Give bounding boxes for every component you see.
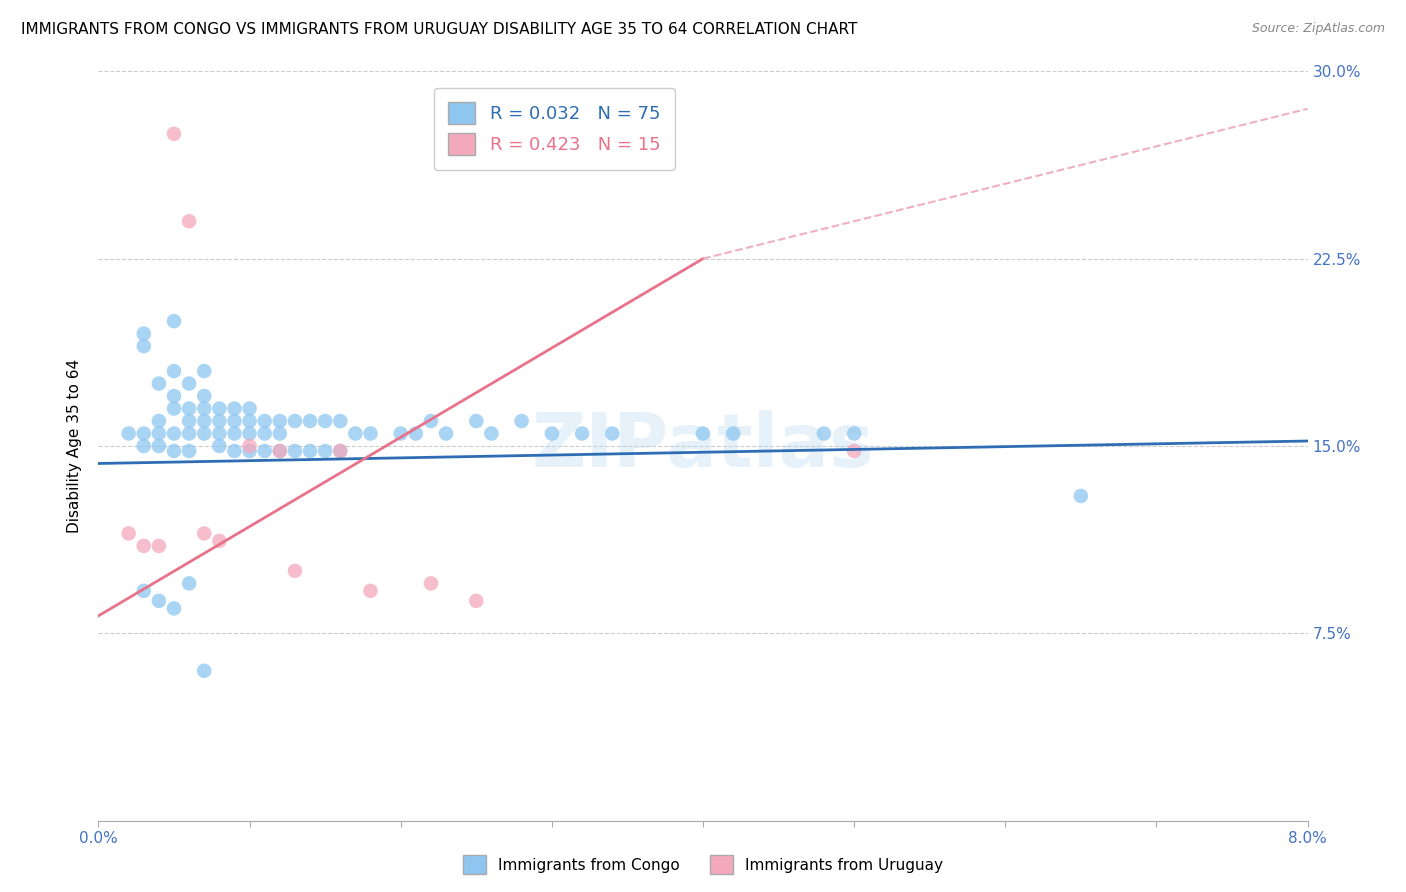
Point (602, 426, 624, 441)
Point (148, 376, 170, 391)
Point (193, 389, 215, 403)
Point (405, 426, 427, 441)
Point (148, 439, 170, 453)
Point (299, 414, 322, 428)
Point (179, 426, 201, 441)
Point (1070, 489, 1092, 503)
Point (344, 426, 367, 441)
Point (434, 426, 457, 441)
Point (224, 426, 246, 441)
Point (148, 539, 170, 553)
Point (118, 426, 141, 441)
Point (179, 376, 201, 391)
Point (208, 414, 231, 428)
Point (224, 401, 246, 416)
Point (163, 601, 186, 615)
Point (284, 444, 307, 458)
Point (193, 426, 215, 441)
Point (179, 444, 201, 458)
Point (284, 414, 307, 428)
Point (360, 583, 382, 598)
Point (269, 426, 291, 441)
Point (329, 444, 352, 458)
Point (179, 414, 201, 428)
Point (224, 414, 246, 428)
Point (163, 444, 186, 458)
Point (540, 426, 562, 441)
Point (284, 564, 307, 578)
Text: Source: ZipAtlas.com: Source: ZipAtlas.com (1251, 22, 1385, 36)
Point (163, 127, 186, 141)
Point (239, 414, 262, 428)
Point (193, 414, 215, 428)
Point (239, 401, 262, 416)
Point (193, 664, 215, 678)
Point (510, 414, 533, 428)
Point (571, 426, 593, 441)
Point (465, 414, 488, 428)
Point (208, 533, 231, 548)
Point (163, 389, 186, 403)
Point (420, 576, 443, 591)
Point (239, 439, 262, 453)
Point (148, 594, 170, 608)
Point (269, 444, 291, 458)
Point (179, 576, 201, 591)
Point (179, 214, 201, 228)
Point (844, 444, 866, 458)
Point (208, 426, 231, 441)
Point (253, 444, 276, 458)
Point (813, 426, 835, 441)
Point (132, 339, 155, 353)
Point (253, 426, 276, 441)
Point (329, 444, 352, 458)
Point (193, 401, 215, 416)
Point (314, 414, 336, 428)
Point (148, 414, 170, 428)
Point (389, 426, 412, 441)
Point (299, 444, 322, 458)
Point (132, 583, 155, 598)
Text: ZIPatlas: ZIPatlas (531, 409, 875, 483)
Point (132, 439, 155, 453)
Point (132, 426, 155, 441)
Legend: Immigrants from Congo, Immigrants from Uruguay: Immigrants from Congo, Immigrants from U… (457, 849, 949, 880)
Point (481, 426, 503, 441)
Text: IMMIGRANTS FROM CONGO VS IMMIGRANTS FROM URUGUAY DISABILITY AGE 35 TO 64 CORRELA: IMMIGRANTS FROM CONGO VS IMMIGRANTS FROM… (21, 22, 858, 37)
Point (253, 414, 276, 428)
Point (163, 401, 186, 416)
Point (148, 426, 170, 441)
Point (179, 401, 201, 416)
Point (360, 426, 382, 441)
Y-axis label: Disability Age 35 to 64: Disability Age 35 to 64 (67, 359, 83, 533)
Point (692, 426, 714, 441)
Point (844, 426, 866, 441)
Point (208, 439, 231, 453)
Point (163, 314, 186, 328)
Point (420, 414, 443, 428)
Point (118, 526, 141, 541)
Point (208, 401, 231, 416)
Point (465, 594, 488, 608)
Point (269, 444, 291, 458)
Point (239, 444, 262, 458)
Point (224, 444, 246, 458)
Legend: R = 0.032   N = 75, R = 0.423   N = 15: R = 0.032 N = 75, R = 0.423 N = 15 (434, 88, 675, 169)
Point (163, 364, 186, 378)
Point (239, 426, 262, 441)
Point (314, 444, 336, 458)
Point (132, 539, 155, 553)
Point (723, 426, 745, 441)
Point (132, 326, 155, 341)
Point (329, 414, 352, 428)
Point (269, 414, 291, 428)
Point (163, 426, 186, 441)
Point (193, 526, 215, 541)
Point (193, 364, 215, 378)
